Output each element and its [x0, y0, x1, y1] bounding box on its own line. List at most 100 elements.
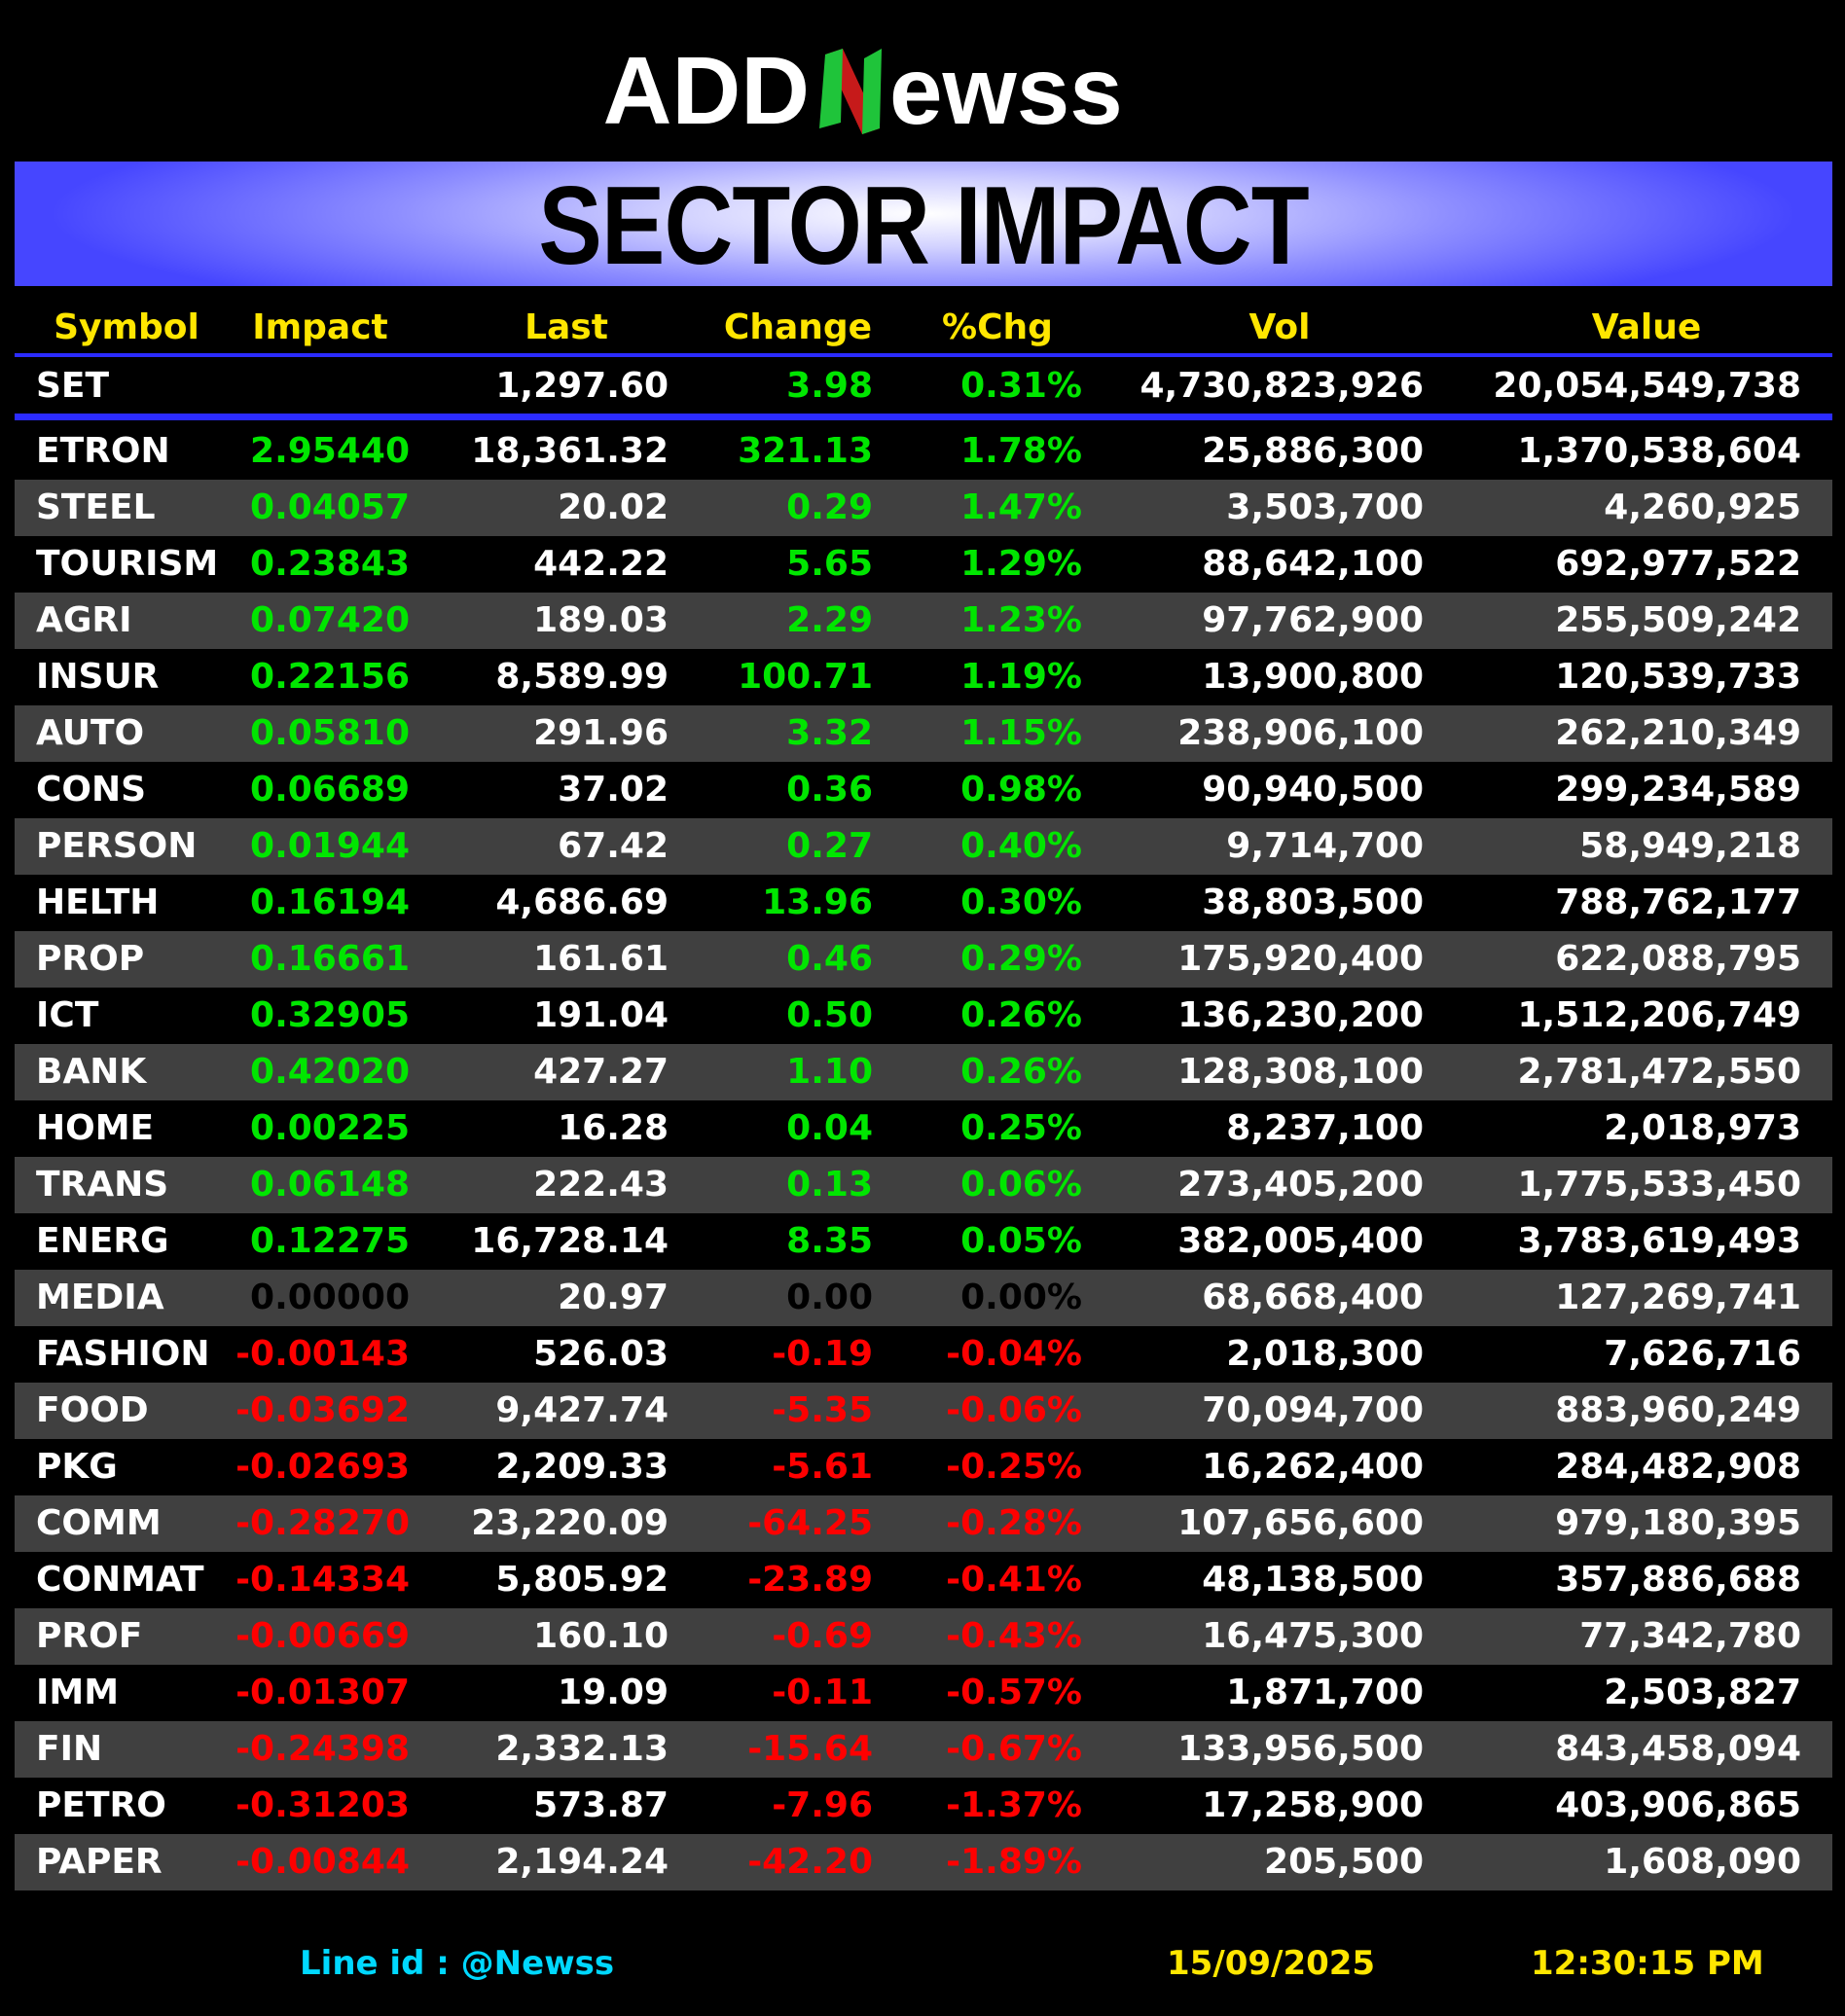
- table-row: STEEL 0.04057 20.02 0.29 1.47% 3,503,700…: [15, 480, 1832, 536]
- cell-pct-change: -0.25%: [946, 1447, 1082, 1487]
- cell-change: -7.96: [772, 1785, 873, 1825]
- cell-volume: 2,018,300: [1226, 1334, 1424, 1374]
- cell-pct-change: -0.28%: [946, 1503, 1082, 1543]
- cell-value: 262,210,349: [1555, 713, 1801, 753]
- cell-pct-change: -1.89%: [946, 1842, 1082, 1882]
- cell-last: 526.03: [533, 1334, 669, 1374]
- cell-value: 4,260,925: [1604, 487, 1801, 527]
- cell-last: 222.43: [533, 1165, 669, 1205]
- cell-value: 58,949,218: [1579, 826, 1801, 866]
- cell-pct-change: 0.06%: [960, 1165, 1082, 1205]
- cell-symbol: HELTH: [36, 882, 160, 922]
- cell-pct-change: -0.67%: [946, 1729, 1082, 1769]
- index-last: 1,297.60: [495, 366, 669, 406]
- cell-symbol: PAPER: [36, 1842, 163, 1882]
- cell-last: 37.02: [558, 770, 669, 810]
- cell-impact: 0.32905: [250, 995, 410, 1035]
- header-volume: Vol: [1248, 307, 1311, 347]
- index-change: 3.98: [786, 366, 873, 406]
- cell-volume: 273,405,200: [1177, 1165, 1424, 1205]
- cell-pct-change: 0.00%: [960, 1278, 1082, 1317]
- cell-symbol: FOOD: [36, 1390, 149, 1430]
- cell-value: 2,018,973: [1604, 1108, 1801, 1148]
- cell-change: 0.13: [786, 1165, 873, 1205]
- cell-symbol: ETRON: [36, 431, 170, 471]
- cell-value: 7,626,716: [1604, 1334, 1801, 1374]
- table-row: FIN -0.24398 2,332.13 -15.64 -0.67% 133,…: [15, 1721, 1832, 1778]
- cell-last: 573.87: [533, 1785, 669, 1825]
- page-title: SECTOR IMPACT: [538, 164, 1309, 288]
- cell-value: 357,886,688: [1555, 1560, 1801, 1600]
- table-row: ICT 0.32905 191.04 0.50 0.26% 136,230,20…: [15, 988, 1832, 1044]
- cell-value: 120,539,733: [1555, 657, 1801, 697]
- cell-value: 255,509,242: [1555, 600, 1801, 640]
- cell-change: 8.35: [786, 1221, 873, 1261]
- table-header: Symbol Impact Last Change %Chg Vol Value: [15, 304, 1832, 352]
- cell-value: 284,482,908: [1555, 1447, 1801, 1487]
- index-value: 20,054,549,738: [1493, 366, 1801, 406]
- header-divider: [15, 353, 1832, 357]
- cell-change: 0.29: [786, 487, 873, 527]
- cell-last: 20.97: [558, 1278, 669, 1317]
- cell-change: 5.65: [786, 544, 873, 584]
- cell-impact: 0.05810: [250, 713, 410, 753]
- cell-impact: -0.31203: [235, 1785, 410, 1825]
- logo-left-text: ADD: [603, 37, 810, 141]
- cell-value: 2,503,827: [1604, 1673, 1801, 1712]
- cell-symbol: INSUR: [36, 657, 160, 697]
- cell-pct-change: -0.04%: [946, 1334, 1082, 1374]
- cell-change: -5.61: [772, 1447, 873, 1487]
- cell-symbol: CONMAT: [36, 1560, 204, 1600]
- cell-volume: 16,475,300: [1202, 1616, 1424, 1656]
- cell-value: 788,762,177: [1555, 882, 1801, 922]
- cell-last: 16.28: [558, 1108, 669, 1148]
- table-row: MEDIA 0.00000 20.97 0.00 0.00% 68,668,40…: [15, 1270, 1832, 1326]
- cell-last: 16,728.14: [471, 1221, 669, 1261]
- cell-symbol: ENERG: [36, 1221, 169, 1261]
- cell-pct-change: 1.23%: [960, 600, 1082, 640]
- table-row: TOURISM 0.23843 442.22 5.65 1.29% 88,642…: [15, 536, 1832, 593]
- cell-volume: 128,308,100: [1177, 1052, 1424, 1092]
- cell-volume: 175,920,400: [1177, 939, 1424, 979]
- logo-n-green-left: [819, 49, 843, 128]
- cell-volume: 133,956,500: [1177, 1729, 1424, 1769]
- cell-last: 427.27: [533, 1052, 669, 1092]
- cell-value: 403,906,865: [1555, 1785, 1801, 1825]
- cell-symbol: COMM: [36, 1503, 162, 1543]
- cell-pct-change: 0.30%: [960, 882, 1082, 922]
- cell-last: 442.22: [533, 544, 669, 584]
- cell-pct-change: 1.19%: [960, 657, 1082, 697]
- index-row: SET 1,297.60 3.98 0.31% 4,730,823,926 20…: [15, 360, 1832, 413]
- cell-volume: 90,940,500: [1202, 770, 1424, 810]
- cell-last: 8,589.99: [495, 657, 669, 697]
- cell-value: 299,234,589: [1555, 770, 1801, 810]
- cell-symbol: STEEL: [36, 487, 156, 527]
- cell-impact: 0.42020: [250, 1052, 410, 1092]
- cell-impact: -0.02693: [235, 1447, 410, 1487]
- cell-change: 0.50: [786, 995, 873, 1035]
- table-row: PAPER -0.00844 2,194.24 -42.20 -1.89% 20…: [15, 1834, 1832, 1890]
- line-id: Line id : @Newss: [300, 1944, 615, 1983]
- cell-volume: 25,886,300: [1202, 431, 1424, 471]
- table-row: IMM -0.01307 19.09 -0.11 -0.57% 1,871,70…: [15, 1665, 1832, 1721]
- cell-impact: 0.06689: [250, 770, 410, 810]
- cell-change: 1.10: [786, 1052, 873, 1092]
- table-row: ENERG 0.12275 16,728.14 8.35 0.05% 382,0…: [15, 1213, 1832, 1270]
- cell-change: -0.69: [772, 1616, 873, 1656]
- sector-table-body: ETRON 2.95440 18,361.32 321.13 1.78% 25,…: [15, 423, 1832, 1890]
- cell-volume: 238,906,100: [1177, 713, 1424, 753]
- cell-last: 19.09: [558, 1673, 669, 1712]
- cell-volume: 68,668,400: [1202, 1278, 1424, 1317]
- cell-pct-change: 0.26%: [960, 995, 1082, 1035]
- cell-change: -0.19: [772, 1334, 873, 1374]
- cell-pct-change: 1.78%: [960, 431, 1082, 471]
- cell-value: 1,370,538,604: [1517, 431, 1801, 471]
- header-value: Value: [1591, 307, 1702, 347]
- cell-value: 883,960,249: [1555, 1390, 1801, 1430]
- cell-impact: 0.23843: [250, 544, 410, 584]
- cell-pct-change: 0.25%: [960, 1108, 1082, 1148]
- report-date: 15/09/2025: [1167, 1944, 1376, 1983]
- header-last: Last: [525, 307, 608, 347]
- cell-change: 0.36: [786, 770, 873, 810]
- cell-last: 18,361.32: [471, 431, 669, 471]
